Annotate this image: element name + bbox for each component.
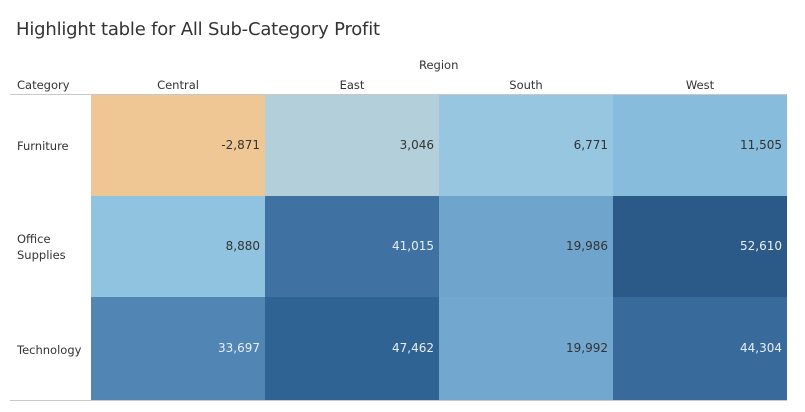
header-divider: [10, 94, 787, 95]
row-header-category: Category: [17, 78, 70, 92]
cell-value-label: 6,771: [573, 138, 608, 152]
table-cell: 3,046: [265, 95, 439, 196]
row-label-furniture: Furniture: [17, 139, 69, 153]
cell-value-label: 52,610: [740, 239, 782, 253]
table-cell: 33,697: [91, 297, 265, 400]
column-label-east: East: [339, 78, 365, 92]
column-header-region: Region: [419, 58, 459, 72]
cell-value-label: 19,992: [566, 341, 608, 355]
chart-title: Highlight table for All Sub-Category Pro…: [16, 19, 380, 40]
cell-value-label: 19,986: [566, 239, 608, 253]
table-cell: 6,771: [439, 95, 613, 196]
bottom-divider: [10, 400, 787, 401]
column-label-south: South: [509, 78, 543, 92]
cell-value-label: 41,015: [392, 239, 434, 253]
cell-value-label: 11,505: [740, 138, 782, 152]
row-label-office-supplies: Office Supplies: [17, 232, 66, 262]
table-cell: 19,992: [439, 297, 613, 400]
row-label-technology: Technology: [17, 343, 82, 357]
table-cell: 44,304: [613, 297, 787, 400]
table-cell: 8,880: [91, 196, 265, 297]
column-label-west: West: [685, 78, 715, 92]
cell-value-label: 44,304: [740, 341, 782, 355]
cell-value-label: -2,871: [221, 138, 260, 152]
column-label-central: Central: [157, 78, 199, 92]
table-cell: 11,505: [613, 95, 787, 196]
table-cell: 41,015: [265, 196, 439, 297]
cell-value-label: 33,697: [218, 341, 260, 355]
cell-value-label: 47,462: [392, 341, 434, 355]
table-cell: 47,462: [265, 297, 439, 400]
table-cell: -2,871: [91, 95, 265, 196]
cell-value-label: 8,880: [225, 239, 260, 253]
table-cell: 19,986: [439, 196, 613, 297]
cell-value-label: 3,046: [399, 138, 434, 152]
table-cell: 52,610: [613, 196, 787, 297]
